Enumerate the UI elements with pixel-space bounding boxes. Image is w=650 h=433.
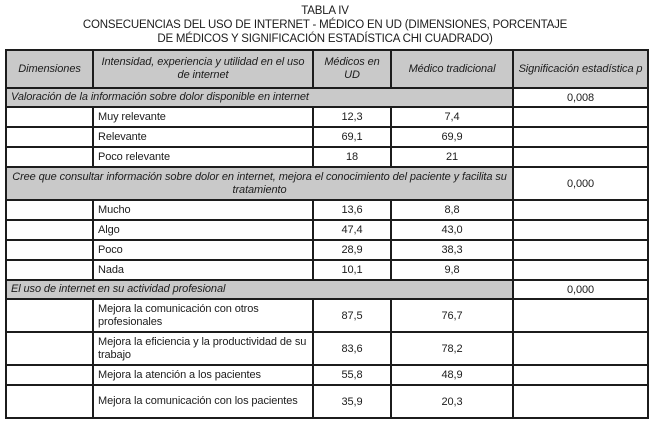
medicos-ud-value: 87,5 (312, 298, 392, 333)
row-label: Mejora la atención a los pacientes (92, 364, 314, 386)
section-p-value: 0,000 (512, 279, 649, 300)
medicos-ud-value: 83,6 (312, 331, 392, 366)
section-label: El uso de internet en su actividad profe… (5, 279, 514, 300)
col-header-intensidad: Intensidad, experiencia y utilidad en el… (92, 49, 314, 89)
p-cell-empty (512, 298, 649, 333)
table-row: Mucho 13,6 8,8 (5, 199, 649, 221)
table-caption-line1: CONSECUENCIAS DEL USO DE INTERNET - MÉDI… (82, 19, 568, 31)
p-cell-empty (512, 384, 649, 419)
p-cell-empty (512, 364, 649, 386)
section-label: Valoración de la información sobre dolor… (5, 87, 514, 108)
table-caption-line2: DE MÉDICOS Y SIGNIFICACIÓN ESTADÍSTICA C… (157, 33, 493, 45)
p-cell-empty (512, 199, 649, 221)
medico-tradicional-value: 78,2 (390, 331, 514, 366)
medico-tradicional-value: 38,3 (390, 239, 514, 261)
row-label: Nada (92, 259, 314, 281)
medicos-ud-value: 47,4 (312, 219, 392, 241)
medico-tradicional-value: 9,8 (390, 259, 514, 281)
table-row: Mejora la atención a los pacientes 55,8 … (5, 364, 649, 386)
dimension-cell-empty (5, 298, 94, 333)
row-label: Relevante (92, 126, 314, 148)
dimension-cell-empty (5, 219, 94, 241)
medico-tradicional-value: 8,8 (390, 199, 514, 221)
table-title: TABLA IV CONSECUENCIAS DEL USO DE INTERN… (0, 0, 650, 46)
section-row-uso-internet: El uso de internet en su actividad profe… (5, 279, 649, 300)
medicos-ud-value: 18 (312, 146, 392, 168)
row-label: Mejora la comunicación con los pacientes (92, 384, 314, 419)
dimension-cell-empty (5, 239, 94, 261)
p-cell-empty (512, 126, 649, 148)
medicos-ud-value: 10,1 (312, 259, 392, 281)
section-p-value: 0,000 (512, 166, 649, 201)
dimension-cell-empty (5, 126, 94, 148)
section-label: Cree que consultar información sobre dol… (5, 166, 514, 201)
p-cell-empty (512, 146, 649, 168)
medico-tradicional-value: 76,7 (390, 298, 514, 333)
p-cell-empty (512, 331, 649, 366)
dimension-cell-empty (5, 384, 94, 419)
medico-tradicional-value: 20,3 (390, 384, 514, 419)
p-cell-empty (512, 106, 649, 128)
table-row: Nada 10,1 9,8 (5, 259, 649, 281)
row-label: Poco (92, 239, 314, 261)
p-cell-empty (512, 239, 649, 261)
table-row: Relevante 69,1 69,9 (5, 126, 649, 148)
col-header-significacion: Significación estadística p (512, 49, 649, 89)
statistics-table: Dimensiones Intensidad, experiencia y ut… (5, 49, 649, 419)
section-row-valoracion: Valoración de la información sobre dolor… (5, 87, 649, 108)
p-cell-empty (512, 259, 649, 281)
dimension-cell-empty (5, 199, 94, 221)
section-row-cree-que-consultar: Cree que consultar información sobre dol… (5, 166, 649, 201)
row-label: Mucho (92, 199, 314, 221)
medico-tradicional-value: 21 (390, 146, 514, 168)
medico-tradicional-value: 7,4 (390, 106, 514, 128)
row-label: Mejora la comunicación con otros profesi… (92, 298, 314, 333)
header-row: Dimensiones Intensidad, experiencia y ut… (5, 49, 649, 89)
medicos-ud-value: 55,8 (312, 364, 392, 386)
table-row: Mejora la comunicación con los pacientes… (5, 384, 649, 419)
p-cell-empty (512, 219, 649, 241)
table-row: Mejora la eficiencia y la productividad … (5, 331, 649, 366)
medicos-ud-value: 28,9 (312, 239, 392, 261)
dimension-cell-empty (5, 331, 94, 366)
row-label: Poco relevante (92, 146, 314, 168)
col-header-medicos-ud: Médicos en UD (312, 49, 392, 89)
medicos-ud-value: 13,6 (312, 199, 392, 221)
table-number: TABLA IV (301, 5, 349, 17)
section-p-value: 0,008 (512, 87, 649, 108)
col-header-dimensiones: Dimensiones (5, 49, 94, 89)
medicos-ud-value: 35,9 (312, 384, 392, 419)
table-row: Mejora la comunicación con otros profesi… (5, 298, 649, 333)
row-label: Algo (92, 219, 314, 241)
dimension-cell-empty (5, 106, 94, 128)
dimension-cell-empty (5, 146, 94, 168)
medico-tradicional-value: 43,0 (390, 219, 514, 241)
col-header-medico-tradicional: Médico tradicional (390, 49, 514, 89)
medico-tradicional-value: 48,9 (390, 364, 514, 386)
row-label: Muy relevante (92, 106, 314, 128)
medicos-ud-value: 69,1 (312, 126, 392, 148)
table-row: Poco 28,9 38,3 (5, 239, 649, 261)
medico-tradicional-value: 69,9 (390, 126, 514, 148)
dimension-cell-empty (5, 259, 94, 281)
table-row: Muy relevante 12,3 7,4 (5, 106, 649, 128)
row-label: Mejora la eficiencia y la productividad … (92, 331, 314, 366)
medicos-ud-value: 12,3 (312, 106, 392, 128)
table-row: Poco relevante 18 21 (5, 146, 649, 168)
table-row: Algo 47,4 43,0 (5, 219, 649, 241)
dimension-cell-empty (5, 364, 94, 386)
